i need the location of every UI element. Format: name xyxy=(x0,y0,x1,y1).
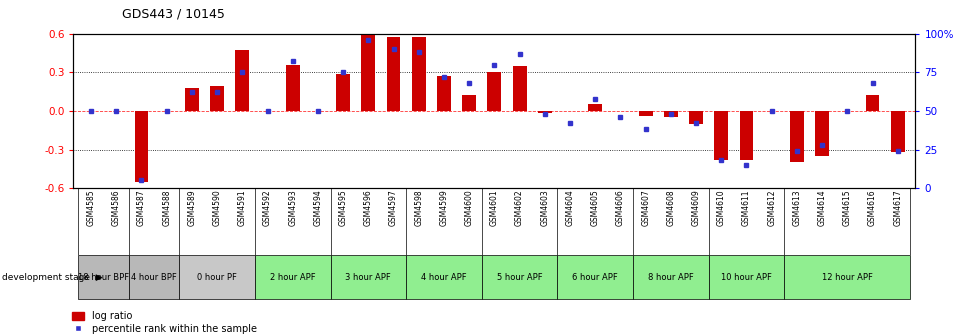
Bar xyxy=(633,255,708,299)
Text: 10 hour APF: 10 hour APF xyxy=(721,273,771,282)
Bar xyxy=(210,86,224,111)
Text: 5 hour APF: 5 hour APF xyxy=(496,273,542,282)
Text: development stage  ▶: development stage ▶ xyxy=(2,273,103,282)
Text: 0 hour PF: 0 hour PF xyxy=(197,273,237,282)
Text: GSM4613: GSM4613 xyxy=(791,190,801,226)
Text: 2 hour APF: 2 hour APF xyxy=(270,273,315,282)
Text: GSM4615: GSM4615 xyxy=(842,190,851,226)
Text: GSM4605: GSM4605 xyxy=(590,190,600,226)
Text: GSM4590: GSM4590 xyxy=(212,190,221,226)
Bar xyxy=(738,111,753,160)
Bar xyxy=(865,95,878,111)
Text: GSM4606: GSM4606 xyxy=(615,190,624,226)
Text: 6 hour APF: 6 hour APF xyxy=(572,273,617,282)
Bar xyxy=(235,50,249,111)
Text: GSM4608: GSM4608 xyxy=(666,190,675,226)
Bar xyxy=(462,95,475,111)
Text: GSM4599: GSM4599 xyxy=(439,190,448,226)
Bar xyxy=(286,65,299,111)
Bar xyxy=(436,76,451,111)
Text: GSM4594: GSM4594 xyxy=(313,190,322,226)
Text: GSM4617: GSM4617 xyxy=(892,190,902,226)
Text: GSM4600: GSM4600 xyxy=(465,190,473,226)
Text: GSM4610: GSM4610 xyxy=(716,190,725,226)
Text: GSM4589: GSM4589 xyxy=(187,190,197,226)
Bar xyxy=(689,111,702,124)
Text: GSM4596: GSM4596 xyxy=(364,190,373,226)
Text: GSM4601: GSM4601 xyxy=(489,190,499,226)
Bar xyxy=(708,255,783,299)
Bar xyxy=(185,88,199,111)
Bar xyxy=(783,255,910,299)
Bar xyxy=(890,111,904,152)
Bar xyxy=(714,111,728,160)
Bar xyxy=(331,255,406,299)
Bar xyxy=(556,255,633,299)
Text: GSM4614: GSM4614 xyxy=(817,190,825,226)
Text: GSM4603: GSM4603 xyxy=(540,190,549,226)
Text: GSM4607: GSM4607 xyxy=(641,190,649,226)
Text: GSM4604: GSM4604 xyxy=(565,190,574,226)
Text: 4 hour BPF: 4 hour BPF xyxy=(131,273,177,282)
Text: GDS443 / 10145: GDS443 / 10145 xyxy=(122,7,225,20)
Bar xyxy=(254,255,331,299)
Text: GSM4587: GSM4587 xyxy=(137,190,146,226)
Text: GSM4588: GSM4588 xyxy=(162,190,171,226)
Text: GSM4591: GSM4591 xyxy=(238,190,246,226)
Bar xyxy=(481,255,556,299)
Bar xyxy=(129,255,179,299)
Text: GSM4593: GSM4593 xyxy=(288,190,297,226)
Text: GSM4612: GSM4612 xyxy=(767,190,776,226)
Text: 18 hour BPF: 18 hour BPF xyxy=(78,273,129,282)
Text: GSM4592: GSM4592 xyxy=(263,190,272,226)
Bar xyxy=(386,38,400,111)
Bar xyxy=(663,111,677,117)
Bar xyxy=(512,66,526,111)
Bar xyxy=(361,34,375,111)
Text: GSM4616: GSM4616 xyxy=(867,190,876,226)
Bar xyxy=(335,74,350,111)
Text: GSM4586: GSM4586 xyxy=(111,190,120,226)
Legend: log ratio, percentile rank within the sample: log ratio, percentile rank within the sa… xyxy=(68,307,260,336)
Bar xyxy=(134,111,149,182)
Bar xyxy=(406,255,481,299)
Bar xyxy=(789,111,803,162)
Text: 3 hour APF: 3 hour APF xyxy=(345,273,391,282)
Bar xyxy=(487,72,501,111)
Text: 4 hour APF: 4 hour APF xyxy=(421,273,467,282)
Bar xyxy=(179,255,254,299)
Bar xyxy=(412,38,425,111)
Text: 12 hour APF: 12 hour APF xyxy=(821,273,871,282)
Bar xyxy=(815,111,828,156)
Text: GSM4598: GSM4598 xyxy=(414,190,422,226)
Text: GSM4611: GSM4611 xyxy=(741,190,750,226)
Text: GSM4609: GSM4609 xyxy=(690,190,700,226)
Bar xyxy=(588,104,601,111)
Text: 8 hour APF: 8 hour APF xyxy=(647,273,693,282)
Bar xyxy=(78,255,129,299)
Text: GSM4602: GSM4602 xyxy=(514,190,523,226)
Text: GSM4595: GSM4595 xyxy=(338,190,347,226)
Text: GSM4597: GSM4597 xyxy=(388,190,398,226)
Bar xyxy=(638,111,652,116)
Text: GSM4585: GSM4585 xyxy=(86,190,96,226)
Bar xyxy=(537,111,552,114)
